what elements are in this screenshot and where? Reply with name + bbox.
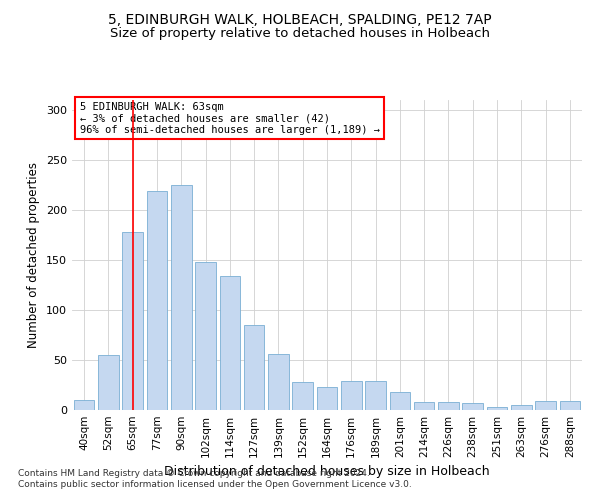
Bar [220, 276, 240, 410]
Text: 5, EDINBURGH WALK, HOLBEACH, SPALDING, PE12 7AP: 5, EDINBURGH WALK, HOLBEACH, SPALDING, P… [108, 12, 492, 26]
Bar [463, 403, 483, 410]
Bar [365, 381, 386, 410]
Bar [487, 407, 508, 410]
Bar [560, 401, 580, 410]
Text: Contains public sector information licensed under the Open Government Licence v3: Contains public sector information licen… [18, 480, 412, 489]
Bar [511, 405, 532, 410]
Bar [414, 402, 434, 410]
Bar [317, 387, 337, 410]
Bar [98, 355, 119, 410]
Bar [122, 232, 143, 410]
Bar [389, 392, 410, 410]
Bar [244, 325, 265, 410]
Bar [292, 382, 313, 410]
Bar [171, 185, 191, 410]
Bar [74, 400, 94, 410]
Bar [438, 402, 459, 410]
X-axis label: Distribution of detached houses by size in Holbeach: Distribution of detached houses by size … [164, 466, 490, 478]
Text: Contains HM Land Registry data © Crown copyright and database right 2024.: Contains HM Land Registry data © Crown c… [18, 468, 370, 477]
Bar [195, 262, 216, 410]
Text: Size of property relative to detached houses in Holbeach: Size of property relative to detached ho… [110, 28, 490, 40]
Bar [268, 354, 289, 410]
Y-axis label: Number of detached properties: Number of detached properties [28, 162, 40, 348]
Text: 5 EDINBURGH WALK: 63sqm
← 3% of detached houses are smaller (42)
96% of semi-det: 5 EDINBURGH WALK: 63sqm ← 3% of detached… [80, 102, 380, 134]
Bar [535, 401, 556, 410]
Bar [146, 191, 167, 410]
Bar [341, 381, 362, 410]
